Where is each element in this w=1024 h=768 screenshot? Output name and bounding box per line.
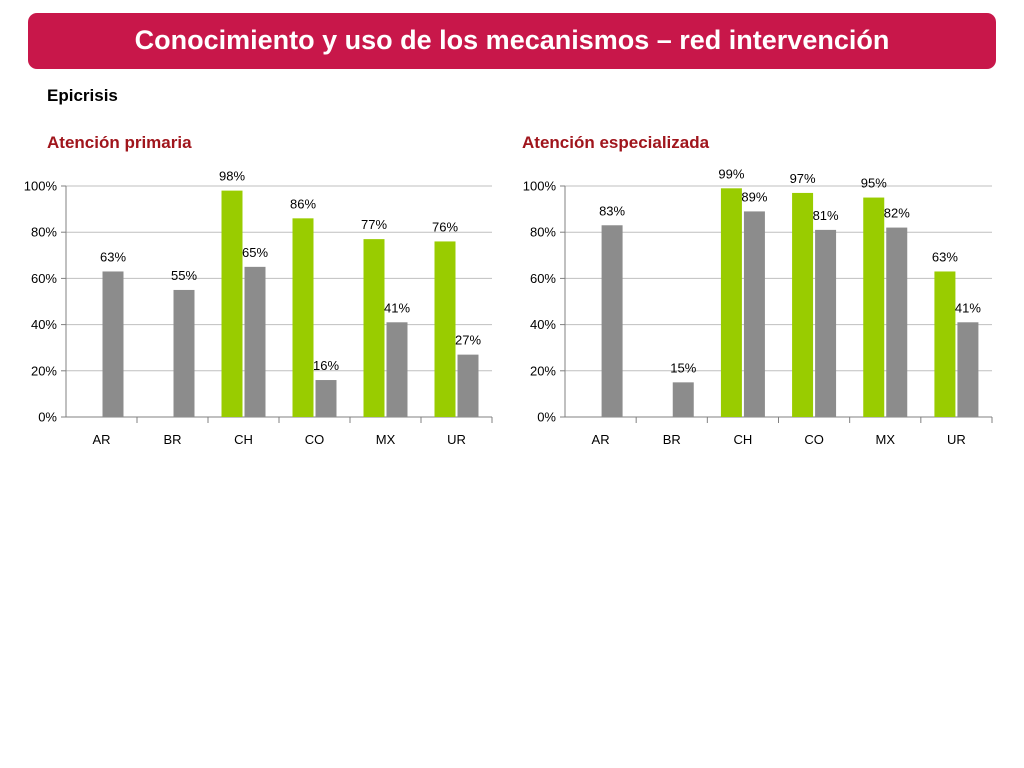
data-label: 81% [813, 208, 839, 223]
bar [434, 241, 456, 417]
data-label: 63% [100, 249, 126, 264]
bar [102, 271, 124, 417]
y-tick-label: 40% [31, 317, 57, 332]
y-tick-label: 0% [537, 410, 556, 425]
bar [292, 218, 314, 417]
y-tick-label: 100% [523, 179, 557, 194]
data-label: 63% [932, 249, 958, 264]
bar [934, 271, 956, 417]
x-tick-label: BR [163, 432, 181, 447]
bar [315, 380, 337, 417]
y-tick-label: 40% [530, 317, 556, 332]
bar [601, 225, 623, 417]
chart-title-especializada: Atención especializada [522, 133, 710, 152]
bar [743, 211, 765, 417]
x-tick-label: CH [734, 432, 753, 447]
bar [363, 239, 385, 417]
data-label: 95% [861, 176, 887, 191]
bar [386, 322, 408, 417]
y-tick-label: 100% [24, 179, 58, 194]
x-tick-label: UR [447, 432, 466, 447]
y-tick-label: 80% [31, 225, 57, 240]
data-label: 27% [455, 333, 481, 348]
data-label: 99% [718, 166, 744, 181]
data-label: 83% [599, 203, 625, 218]
bar [815, 229, 837, 417]
data-label: 89% [741, 189, 767, 204]
y-tick-label: 80% [530, 225, 556, 240]
data-label: 15% [670, 360, 696, 375]
x-tick-label: MX [376, 432, 396, 447]
data-label: 98% [219, 169, 245, 184]
data-label: 97% [790, 171, 816, 186]
slide-subtitle: Epicrisis [47, 86, 118, 105]
x-tick-label: AR [92, 432, 110, 447]
data-label: 76% [432, 219, 458, 234]
chart-title-primaria: Atención primaria [47, 133, 192, 152]
bar [244, 266, 266, 417]
data-label: 41% [384, 300, 410, 315]
bar [863, 197, 885, 417]
x-tick-label: CH [234, 432, 253, 447]
x-tick-label: MX [876, 432, 896, 447]
x-tick-label: AR [592, 432, 610, 447]
y-tick-label: 20% [530, 363, 556, 378]
data-label: 16% [313, 358, 339, 373]
bar [173, 289, 195, 417]
bar [457, 354, 479, 417]
x-tick-label: UR [947, 432, 966, 447]
bar [221, 190, 243, 417]
x-tick-label: CO [804, 432, 824, 447]
data-label: 65% [242, 245, 268, 260]
data-label: 77% [361, 217, 387, 232]
x-tick-label: BR [663, 432, 681, 447]
bar [886, 227, 908, 417]
bar [957, 322, 979, 417]
y-tick-label: 0% [38, 410, 57, 425]
y-tick-label: 20% [31, 363, 57, 378]
bar [672, 382, 694, 417]
bar [792, 192, 814, 417]
bar [720, 188, 742, 417]
data-label: 41% [955, 300, 981, 315]
slide-title: Conocimiento y uso de los mecanismos – r… [28, 13, 996, 69]
y-tick-label: 60% [31, 271, 57, 286]
x-tick-label: CO [305, 432, 325, 447]
data-label: 55% [171, 268, 197, 283]
data-label: 82% [884, 206, 910, 221]
y-tick-label: 60% [530, 271, 556, 286]
data-label: 86% [290, 196, 316, 211]
